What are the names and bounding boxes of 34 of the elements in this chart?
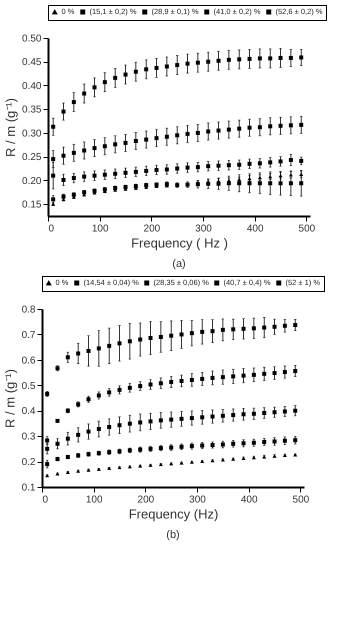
x-tick-label: 400 xyxy=(246,224,264,234)
y-tick-label: 0.4 xyxy=(22,406,36,418)
y-tick-label: 0.8 xyxy=(22,304,36,316)
y-tick-label: 0.25 xyxy=(22,152,42,164)
y-axis-title: R / m (g⁻¹) xyxy=(3,98,18,157)
y-tick-label: 0.40 xyxy=(22,80,42,92)
x-tick-label: 200 xyxy=(144,224,161,234)
x-tick-label: 500 xyxy=(292,494,310,506)
x-tick-label: 500 xyxy=(298,224,316,234)
y-tick-label: 0.1 xyxy=(22,482,36,494)
x-tick-label: 400 xyxy=(240,494,258,506)
y-tick-label: 0.2 xyxy=(22,457,36,468)
x-tick-label: 300 xyxy=(195,224,212,234)
x-tick-label: 0 xyxy=(42,494,48,506)
x-tick-label: 100 xyxy=(86,494,103,506)
y-tick-label: 0.20 xyxy=(22,176,42,187)
y-tick-label: 0.50 xyxy=(22,34,42,44)
x-tick-label: 300 xyxy=(189,494,206,506)
y-tick-label: 0.15 xyxy=(22,200,42,211)
y-tick-label: 0.5 xyxy=(22,380,36,392)
y-axis-title: R / m (g⁻¹) xyxy=(2,369,18,428)
y-tick-label: 0.3 xyxy=(22,432,36,443)
y-tick-label: 0.6 xyxy=(22,355,36,366)
x-tick-label: 100 xyxy=(92,224,109,234)
y-tick-label: 0.30 xyxy=(22,128,42,140)
x-tick-label: 200 xyxy=(138,494,155,506)
y-tick-label: 0.7 xyxy=(22,330,36,341)
y-tick-label: 0.35 xyxy=(22,104,42,116)
x-tick-label: 0 xyxy=(48,224,54,234)
text: (a) xyxy=(172,258,186,270)
text: (b) xyxy=(166,529,180,541)
x-axis-title: Frequency (Hz) xyxy=(128,506,218,522)
y-tick-label: 0.45 xyxy=(22,57,42,68)
x-axis-title: Frequency ( Hz ) xyxy=(131,236,228,250)
